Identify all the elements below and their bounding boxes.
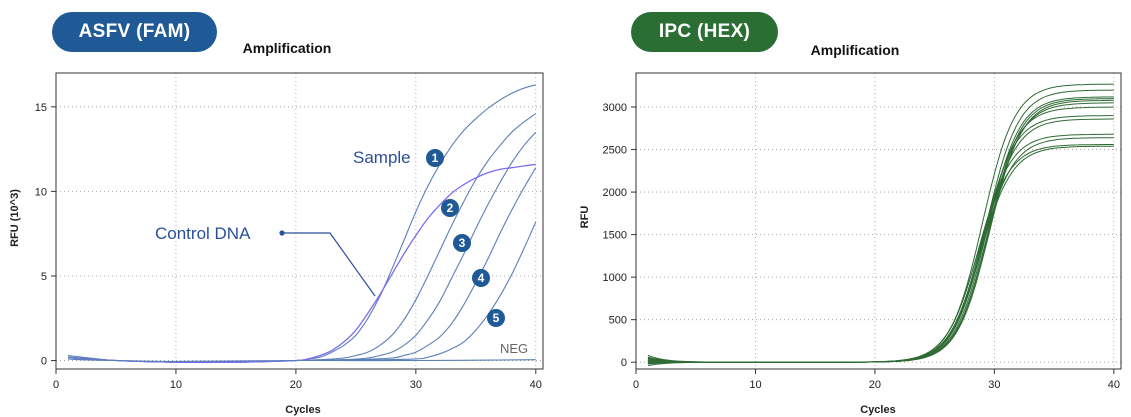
right-series-2-line bbox=[647, 89, 1114, 363]
left-y-tick-label: 0 bbox=[41, 356, 47, 368]
sample-marker-1-label: 1 bbox=[432, 151, 439, 165]
left-x-tick-label: 30 bbox=[410, 379, 422, 391]
right-series-11-line bbox=[647, 137, 1114, 364]
right-series-9-line bbox=[647, 118, 1114, 363]
right-x-tick-label: 30 bbox=[988, 379, 1000, 391]
right-y-tick-label: 1000 bbox=[603, 272, 627, 284]
sample-marker-1 bbox=[426, 149, 444, 167]
right-x-axis-label: Cycles bbox=[860, 404, 895, 416]
right-plot-frame bbox=[635, 72, 1122, 370]
right-y-tick-label: 2000 bbox=[603, 187, 627, 199]
right-y-tick-label: 3000 bbox=[603, 102, 627, 114]
left-y-tick-label: 15 bbox=[35, 102, 47, 114]
right-y-tick-label: 0 bbox=[621, 357, 627, 369]
sample-marker-3-label: 3 bbox=[459, 236, 466, 250]
right-series-5-line bbox=[647, 99, 1114, 363]
right-x-tick-label: 0 bbox=[633, 379, 639, 391]
left-series-s1-line bbox=[67, 84, 536, 363]
sample-annotation: Sample bbox=[353, 148, 411, 167]
right-series-8-line bbox=[647, 115, 1114, 367]
left-series-neg-line bbox=[67, 358, 536, 362]
right-series-1-line bbox=[647, 83, 1114, 363]
neg-annotation: NEG bbox=[500, 341, 528, 356]
right-y-tick-label: 500 bbox=[609, 315, 627, 327]
sample-marker-5-label: 5 bbox=[493, 311, 500, 325]
sample-marker-4-label: 4 bbox=[478, 271, 485, 285]
sample-marker-2 bbox=[441, 199, 459, 217]
sample-marker-3 bbox=[453, 234, 471, 252]
sample-marker-5 bbox=[487, 309, 505, 327]
right-x-tick-label: 10 bbox=[749, 379, 761, 391]
asfv-amplification-chart: Amplification Cycles RFU (10^3) 0 10 20 30 4… bbox=[9, 40, 544, 416]
right-series-3-line bbox=[647, 96, 1114, 363]
asfv-fam-badge: ASFV (FAM) bbox=[52, 12, 217, 52]
right-y-tick-label: 2500 bbox=[603, 145, 627, 157]
sample-marker-2-label: 2 bbox=[447, 201, 454, 215]
left-y-tick-label: 5 bbox=[41, 271, 47, 283]
ipc-hex-badge: IPC (HEX) bbox=[631, 12, 778, 52]
right-y-axis-label: RFU bbox=[579, 206, 591, 229]
control-dna-leader-line bbox=[282, 232, 376, 297]
left-chart-title: Amplification bbox=[243, 40, 332, 56]
left-y-axis-label: RFU (10^3) bbox=[9, 189, 21, 247]
left-x-tick-label: 0 bbox=[53, 379, 59, 391]
left-x-tick-label: 20 bbox=[290, 379, 302, 391]
control-dna-annotation: Control DNA bbox=[155, 224, 251, 243]
ipc-amplification-chart: Amplification Cycles RFU 0 10 20 30 40 0 500 10… bbox=[579, 42, 1122, 416]
left-x-tick-label: 40 bbox=[530, 379, 542, 391]
left-plot-frame bbox=[55, 72, 544, 370]
left-y-tick-label: 10 bbox=[35, 186, 47, 198]
right-series-13-line bbox=[647, 145, 1114, 363]
left-x-tick-label: 10 bbox=[170, 379, 182, 391]
right-chart-title: Amplification bbox=[811, 42, 900, 58]
right-x-tick-label: 20 bbox=[869, 379, 881, 391]
sample-marker-4 bbox=[472, 269, 490, 287]
right-series-10-line bbox=[647, 133, 1114, 363]
right-y-tick-label: 1500 bbox=[603, 230, 627, 242]
left-series-ctrl-line bbox=[67, 163, 536, 364]
right-series-12-line bbox=[647, 144, 1114, 363]
right-x-tick-label: 40 bbox=[1108, 379, 1120, 391]
left-x-axis-label: Cycles bbox=[285, 404, 320, 416]
